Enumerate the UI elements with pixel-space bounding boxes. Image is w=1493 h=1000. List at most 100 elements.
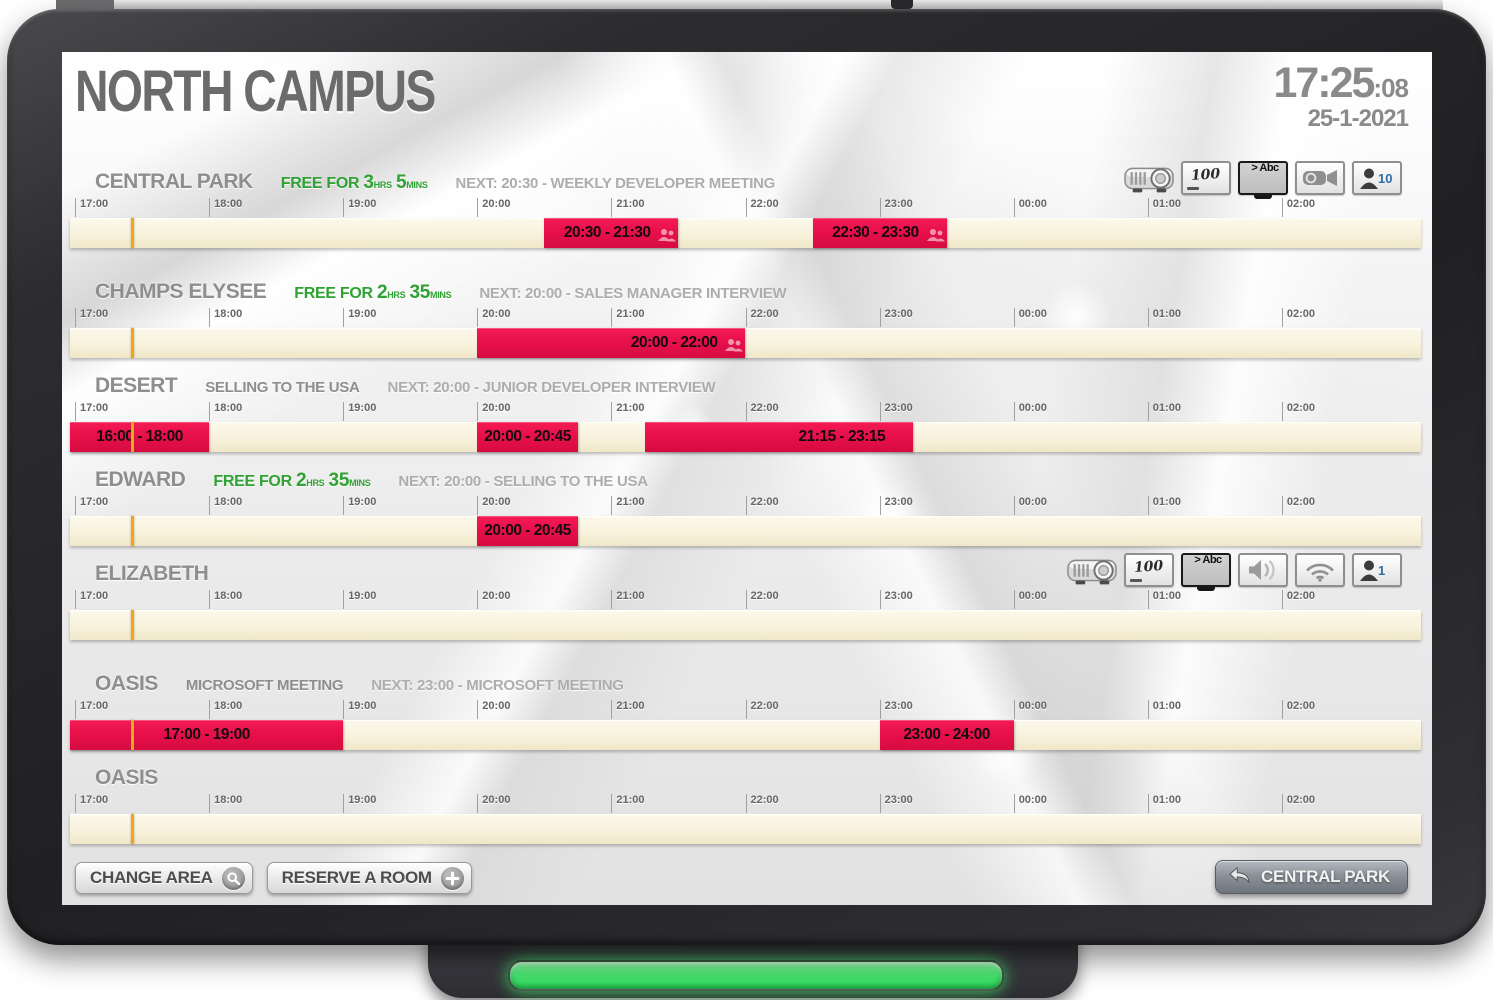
camera-icon [1295, 161, 1345, 195]
booking-time-label: 20:00 - 20:45 [484, 428, 571, 445]
room-name: CHAMPS ELYSEE [95, 280, 267, 303]
room-head: OASIS MICROSOFT MEETING NEXT: 23:00 - MI… [95, 672, 1402, 698]
hour-tick: 17:00 [74, 590, 108, 609]
timeline-hours: 17:00 18:00 19:00 20:00 21:00 22:00 23:00 00:00… [70, 700, 1421, 720]
hour-tick: 20:00 [477, 402, 510, 421]
timeline-hours: 17:00 18:00 19:00 20:00 21:00 22:00 23:00 00:00… [70, 496, 1421, 516]
hour-tick: 20:00 [477, 198, 510, 217]
hour-tick: 23:00 [879, 590, 913, 609]
hour-tick: 20:00 [477, 700, 510, 719]
led-status-bar [508, 960, 1004, 991]
search-icon [221, 866, 245, 890]
hour-tick: 02:00 [1281, 794, 1315, 813]
hour-tick: 22:00 [745, 198, 779, 217]
room-current-meeting: SELLING TO THE USA [205, 379, 360, 396]
hour-tick: 17:00 [74, 198, 108, 217]
room-timeline[interactable]: 16:00 - 18:00 20:00 - 20:45 21:15 - 23:15 [70, 422, 1421, 452]
hour-tick: 21:00 [611, 590, 645, 609]
booking-block[interactable]: 20:00 - 20:45 [477, 422, 578, 452]
room-next-meeting: NEXT: 20:30 - WEEKLY DEVELOPER MEETING [455, 175, 776, 192]
clock-seconds: :08 [1373, 73, 1409, 103]
hour-tick: 18:00 [209, 402, 242, 421]
room-timeline[interactable]: 17:00 - 19:00 23:00 - 24:00 [70, 720, 1421, 750]
page-title: NORTH CAMPUS [75, 59, 436, 124]
hour-tick: 02:00 [1281, 590, 1315, 609]
booking-block[interactable]: 23:00 - 24:00 [879, 720, 1014, 750]
room-shortcut-button[interactable]: CENTRAL PARK [1215, 860, 1408, 894]
room-name: DESERT [95, 374, 178, 397]
hour-tick: 20:00 [477, 308, 510, 327]
room-timeline[interactable]: 20:00 - 20:45 [70, 516, 1421, 546]
hour-tick: 01:00 [1147, 308, 1181, 327]
hour-tick: 01:00 [1147, 402, 1181, 421]
booking-block[interactable]: 17:00 - 19:00 [70, 720, 344, 750]
hour-tick: 00:00 [1013, 402, 1047, 421]
room-free-status: FREE FOR 3HRS 5MINS [280, 172, 428, 193]
capacity-count: 1 [1378, 563, 1385, 578]
hour-tick: 19:00 [343, 700, 376, 719]
tv-abc-icon: > Abc [1238, 161, 1288, 199]
attendees-icon [724, 337, 744, 358]
booking-block[interactable]: 16:00 - 18:00 [70, 422, 210, 452]
hour-tick: 22:00 [745, 308, 779, 327]
hour-tick: 23:00 [879, 496, 913, 515]
hour-tick: 23:00 [879, 700, 913, 719]
room-row: DESERT SELLING TO THE USA NEXT: 20:00 - … [62, 374, 1432, 452]
room-current-meeting: MICROSOFT MEETING [185, 677, 344, 694]
room-timeline[interactable]: 20:00 - 22:00 [70, 328, 1421, 358]
room-next-meeting: NEXT: 20:00 - SALES MANAGER INTERVIEW [479, 285, 787, 302]
room-timeline[interactable] [70, 610, 1421, 640]
tv-abc-icon: > Abc [1181, 553, 1231, 591]
now-indicator [130, 328, 134, 358]
hour-tick: 20:00 [477, 794, 510, 813]
booking-block[interactable]: 22:30 - 23:30 [812, 218, 947, 248]
hour-tick: 17:00 [74, 700, 108, 719]
hour-tick: 02:00 [1281, 496, 1315, 515]
hour-tick: 18:00 [209, 794, 242, 813]
hour-tick: 21:00 [611, 402, 645, 421]
now-indicator [130, 814, 134, 844]
booking-block[interactable]: 21:15 - 23:15 [644, 422, 914, 452]
room-timeline[interactable] [70, 814, 1421, 844]
room-head: CENTRAL PARK FREE FOR 3HRS 5MINS NEXT: 2… [95, 161, 1402, 199]
room-timeline[interactable]: 20:30 - 21:30 22:30 - 23:30 [70, 218, 1421, 248]
now-indicator [130, 422, 134, 452]
hour-tick: 00:00 [1013, 794, 1047, 813]
room-next-meeting: NEXT: 20:00 - JUNIOR DEVELOPER INTERVIEW [387, 379, 716, 396]
projector-icon [1124, 161, 1174, 195]
wall-mount-notch [891, 0, 913, 9]
attendees-icon [926, 227, 946, 248]
capacity-count: 10 [1378, 171, 1392, 186]
now-indicator [130, 516, 134, 546]
timeline-hours: 17:00 18:00 19:00 20:00 21:00 22:00 23:00 00:00… [70, 402, 1421, 422]
room-head: ELIZABETH 100 > Abc 1 [95, 553, 1402, 591]
hour-tick: 00:00 [1013, 198, 1047, 217]
capacity-icon: 10 [1352, 161, 1402, 195]
hour-tick: 23:00 [879, 402, 913, 421]
hour-tick: 17:00 [74, 496, 108, 515]
hour-tick: 22:00 [745, 700, 779, 719]
booking-block[interactable]: 20:30 - 21:30 [544, 218, 679, 248]
hour-tick: 17:00 [74, 794, 108, 813]
room-row: EDWARD FREE FOR 2HRS 35MINS NEXT: 20:00 … [62, 468, 1432, 546]
hour-tick: 20:00 [477, 590, 510, 609]
hour-tick: 22:00 [745, 496, 779, 515]
booking-block[interactable]: 20:00 - 20:45 [477, 516, 578, 546]
reserve-room-button[interactable]: RESERVE A ROOM [266, 862, 472, 894]
hour-tick: 02:00 [1281, 198, 1315, 217]
now-indicator [130, 218, 134, 248]
room-name: EDWARD [95, 468, 186, 491]
hour-tick: 19:00 [343, 308, 376, 327]
hour-tick: 02:00 [1281, 700, 1315, 719]
hour-tick: 22:00 [745, 402, 779, 421]
hour-tick: 02:00 [1281, 402, 1315, 421]
room-head: DESERT SELLING TO THE USA NEXT: 20:00 - … [95, 374, 1402, 400]
room-name: CENTRAL PARK [95, 170, 253, 193]
hour-tick: 19:00 [343, 198, 376, 217]
hour-tick: 18:00 [209, 496, 242, 515]
change-area-button[interactable]: CHANGE AREA [75, 862, 253, 894]
hour-tick: 01:00 [1147, 198, 1181, 217]
room-free-status: FREE FOR 2HRS 35MINS [294, 282, 452, 303]
booking-block[interactable]: 20:00 - 22:00 [477, 328, 746, 358]
room-name: OASIS [95, 766, 158, 789]
